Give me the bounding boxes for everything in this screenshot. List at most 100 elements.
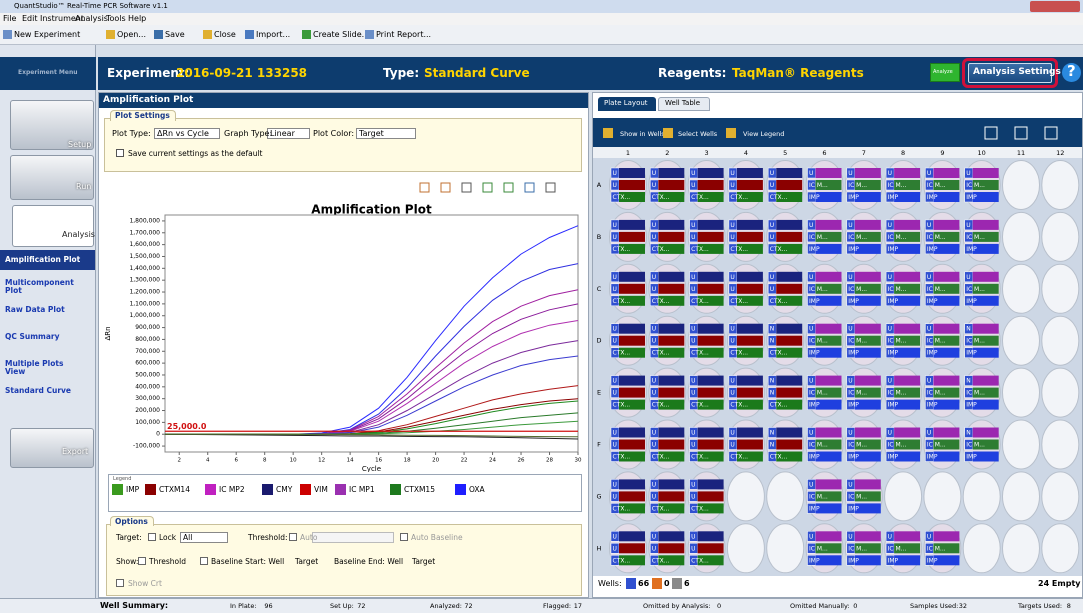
plate-layout-tab[interactable] <box>598 97 656 111</box>
well-task <box>885 451 895 462</box>
well-label: U <box>848 533 852 540</box>
well <box>1002 523 1040 574</box>
well-target <box>776 335 803 346</box>
legend-label: IC MP2 <box>219 485 245 494</box>
x-tick-label: 28 <box>546 458 553 464</box>
plot-tool-icon <box>440 182 451 193</box>
well-task <box>650 271 659 283</box>
highlight-box <box>962 58 1058 88</box>
toolbar-button[interactable]: Print Report... <box>376 30 432 39</box>
status-label: Targets Used: <box>1018 602 1063 610</box>
status-value: 72 <box>464 602 473 610</box>
well-label: U <box>927 533 931 540</box>
checkbox[interactable] <box>200 557 208 565</box>
nav-selected <box>0 250 95 270</box>
toolbar-button[interactable]: Import... <box>256 30 291 39</box>
toolbar-button[interactable]: Open... <box>117 30 146 39</box>
well-target <box>933 531 960 542</box>
row-label: C <box>597 285 602 293</box>
help-button[interactable] <box>1062 63 1081 82</box>
well-label: U <box>809 378 813 385</box>
well-target <box>658 347 685 358</box>
threshold-input[interactable] <box>312 532 394 543</box>
well-target <box>619 168 645 178</box>
well-target <box>697 219 724 230</box>
well-label: IMP <box>848 350 859 357</box>
plot-tool-icon <box>524 182 535 193</box>
well-label: U <box>730 442 734 449</box>
well-target <box>815 451 842 462</box>
well-label: U <box>613 493 617 500</box>
plot-tool-icon <box>482 182 493 193</box>
toolbar-button[interactable]: New Experiment <box>14 30 81 39</box>
nav-item[interactable]: Standard Curve <box>5 386 72 395</box>
well-label: CTX... <box>770 298 788 305</box>
plot-color-select[interactable] <box>356 128 416 139</box>
nav-item[interactable]: Amplification Plot <box>5 255 81 264</box>
column-label: 11 <box>1017 149 1025 157</box>
well-label: U <box>888 378 892 385</box>
plot-type-select[interactable] <box>154 128 220 139</box>
well-task <box>689 491 698 502</box>
analysis-button[interactable] <box>12 205 94 247</box>
well-target <box>972 387 999 398</box>
legend-title: Legend <box>113 476 132 482</box>
well-target <box>815 479 842 490</box>
well-label: U <box>848 222 852 229</box>
well-table-tab[interactable] <box>658 97 710 111</box>
well-target <box>933 399 960 410</box>
well-label: U <box>966 170 970 177</box>
well <box>1041 367 1080 418</box>
well-label: U <box>652 545 656 552</box>
toolbar-button[interactable]: Create Slide... <box>313 30 370 39</box>
checkbox[interactable] <box>116 579 124 587</box>
well-target <box>736 271 763 282</box>
well-label: U <box>730 430 734 437</box>
settings-label: Analysis Settings <box>973 67 1061 77</box>
setup-button[interactable] <box>10 100 94 150</box>
checkbox[interactable] <box>138 557 146 565</box>
well-label: IC M... <box>927 338 946 345</box>
status-label: Samples Used: <box>910 602 959 610</box>
graph-type-select[interactable] <box>267 128 310 139</box>
nav-step: Analysis <box>62 230 95 239</box>
well-label: IMP <box>888 454 899 461</box>
toolbar-button[interactable]: Close <box>214 30 236 39</box>
well-target <box>854 491 881 502</box>
checkbox[interactable] <box>400 533 408 541</box>
nav-item[interactable]: QC Summary <box>5 332 60 341</box>
window-controls[interactable] <box>1030 1 1080 12</box>
y-tick-label: 400,000 <box>135 383 160 390</box>
run-button[interactable] <box>10 155 94 200</box>
analysis-settings-button[interactable] <box>968 63 1052 83</box>
analyze-button[interactable] <box>930 63 960 82</box>
nav-item[interactable]: Raw Data Plot <box>5 305 65 314</box>
well-label: U <box>927 326 931 333</box>
well-task <box>885 271 895 283</box>
target-select[interactable] <box>180 532 228 543</box>
nav-item[interactable]: Multicomponent Plot <box>5 278 74 295</box>
y-tick-label: -100,000 <box>133 443 160 450</box>
checkbox[interactable] <box>289 533 297 541</box>
well-target <box>619 243 645 254</box>
well-task <box>689 335 698 346</box>
toolbar-button[interactable]: Save <box>165 30 185 39</box>
y-tick-label: 1,700,000 <box>129 229 160 236</box>
well <box>1041 211 1080 262</box>
well-task <box>650 231 659 243</box>
well-label: IMP <box>927 246 938 253</box>
well-label: CTX... <box>613 402 631 409</box>
checkbox[interactable] <box>148 533 156 541</box>
default-checkbox[interactable] <box>116 149 124 157</box>
well-target <box>619 451 645 462</box>
well-task <box>650 491 659 502</box>
well-label: U <box>770 222 774 229</box>
export-button[interactable] <box>10 428 94 468</box>
x-tick-label: 4 <box>206 458 210 464</box>
well-task <box>650 283 659 295</box>
nav-item[interactable]: Multiple Plots View <box>5 359 64 376</box>
well-task <box>650 375 659 386</box>
well-label: U <box>613 182 617 189</box>
well-target <box>619 180 645 190</box>
well-task <box>650 439 659 450</box>
